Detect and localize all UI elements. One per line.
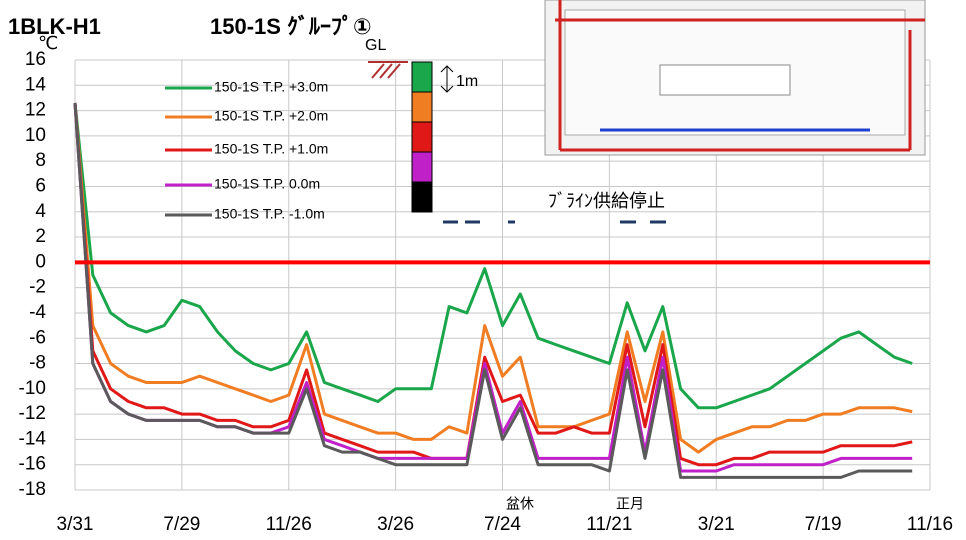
- plot: [73, 102, 930, 479]
- map-legend: [659, 64, 791, 96]
- y-tick-label: -2: [29, 277, 46, 298]
- y-tick-label: -12: [19, 403, 46, 424]
- series-line: [73, 102, 913, 410]
- y-tick-label: -8: [29, 353, 46, 374]
- scale-arrow: [440, 65, 454, 93]
- y-tick-label: 4: [35, 201, 46, 222]
- depth-block: [411, 91, 433, 123]
- legend-label: 150-1S T.P. +3.0m: [214, 79, 328, 95]
- x-tick-label: 7/29: [163, 514, 200, 535]
- y-tick-label: 12: [25, 100, 46, 121]
- y-tick-label: -14: [19, 428, 47, 449]
- y-tick-label: -18: [19, 479, 46, 500]
- chart-subtitle: 150-1S ｸﾞﾙｰﾌﾟ①: [210, 14, 372, 39]
- depth-block: [411, 121, 433, 153]
- y-tick-label: 16: [25, 49, 46, 70]
- depth-block: [411, 151, 433, 183]
- x-tick-label: 11/16: [907, 514, 953, 535]
- depth-block: [411, 181, 433, 213]
- series-line: [73, 102, 913, 479]
- series-line: [73, 102, 913, 454]
- depth-column: [411, 61, 433, 213]
- depth-block: [411, 61, 433, 93]
- legend-label: 150-1S T.P. 0.0m: [214, 176, 320, 192]
- legend-label: 150-1S T.P. +1.0m: [214, 141, 328, 157]
- y-tick-label: 8: [35, 150, 46, 171]
- x-tick-label: 7/19: [805, 514, 842, 535]
- gl-label: GL: [365, 37, 386, 54]
- x-tick-label: 3/31: [57, 514, 94, 535]
- y-tick-label: -16: [19, 454, 46, 475]
- y-tick-label: -6: [29, 327, 46, 348]
- x-tick-label: 3/21: [698, 514, 735, 535]
- y-tick-label: 10: [25, 125, 46, 146]
- y-tick-label: 14: [25, 74, 47, 95]
- y-tick-label: -4: [29, 302, 46, 323]
- y-unit: ℃: [38, 33, 58, 53]
- x-tick-label: 7/24: [484, 514, 521, 535]
- y-tick-label: 6: [35, 175, 46, 196]
- y-tick-label: 0: [35, 251, 46, 272]
- map-inset: [544, 0, 926, 156]
- y-tick-label: 2: [35, 226, 46, 247]
- legend: 150-1S T.P. +3.0m 150-1S T.P. +2.0m 150-1S…: [165, 79, 328, 222]
- gl-hatch: [371, 63, 401, 79]
- x-tick-label: 11/21: [586, 514, 632, 535]
- annotation: 盆休: [506, 496, 534, 512]
- annotation: 正月: [616, 496, 644, 512]
- x-tick-label: 11/26: [266, 514, 312, 535]
- legend-label: 150-1S T.P. -1.0m: [214, 206, 325, 222]
- annotation: ﾌﾞﾗｲﾝ供給停止: [548, 191, 665, 211]
- legend-label: 150-1S T.P. +2.0m: [214, 108, 328, 124]
- scale-label: 1m: [456, 73, 478, 90]
- x-tick-label: 3/26: [377, 514, 414, 535]
- y-tick-label: -10: [19, 378, 46, 399]
- chart-title: 1BLK-H1: [8, 14, 101, 39]
- map-route: [555, 0, 925, 152]
- series-line: [73, 102, 913, 467]
